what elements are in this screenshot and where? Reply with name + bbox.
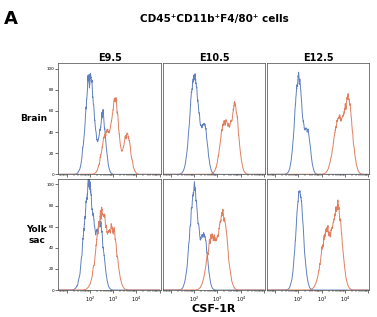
- Text: CSF-1R: CSF-1R: [192, 304, 236, 314]
- Text: CD45⁺CD11b⁺F4/80⁺ cells: CD45⁺CD11b⁺F4/80⁺ cells: [139, 14, 288, 24]
- Text: A: A: [4, 10, 18, 28]
- Text: Yolk
sac: Yolk sac: [26, 224, 47, 245]
- Title: E10.5: E10.5: [199, 53, 229, 63]
- Text: Brain: Brain: [20, 114, 47, 123]
- Title: E9.5: E9.5: [98, 53, 121, 63]
- Title: E12.5: E12.5: [303, 53, 334, 63]
